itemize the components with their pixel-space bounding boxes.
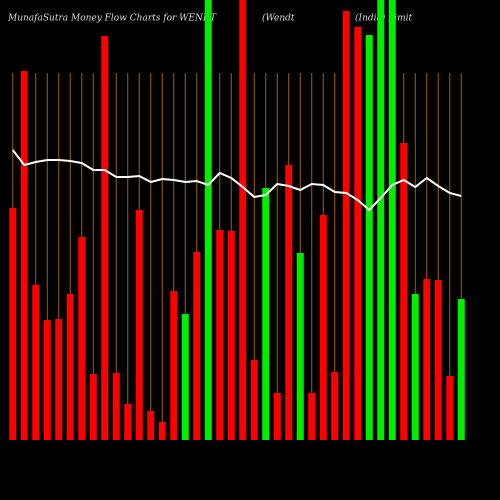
- bar: [342, 11, 350, 440]
- bar: [55, 319, 63, 440]
- bar: [434, 280, 442, 440]
- bar: [423, 279, 431, 440]
- chart-title: MunafaSutra Money Flow Charts for WENDT: [7, 14, 217, 24]
- bar: [112, 373, 120, 440]
- bar: [285, 165, 293, 440]
- bar: [78, 237, 86, 440]
- bar: [308, 393, 316, 440]
- bar: [365, 35, 373, 440]
- bar: [158, 422, 166, 440]
- bar: [411, 294, 419, 440]
- bar: [216, 230, 224, 440]
- bar: [32, 285, 40, 440]
- bar: [66, 294, 74, 440]
- bar: [262, 188, 270, 440]
- bar: [296, 253, 304, 440]
- bar: [101, 36, 109, 440]
- bar: [331, 372, 339, 440]
- bar: [170, 291, 178, 440]
- bar: [135, 210, 143, 440]
- bar: [204, 0, 212, 440]
- bar: [388, 0, 396, 440]
- price-line: [11, 149, 462, 212]
- bar: [250, 360, 258, 440]
- bar: [377, 0, 385, 440]
- bar: [354, 27, 362, 440]
- bar: [457, 299, 465, 440]
- bar: [147, 411, 155, 440]
- bar: [319, 215, 327, 440]
- bar: [89, 374, 97, 440]
- bar: [193, 252, 201, 440]
- bar: [124, 404, 132, 440]
- bar: [181, 314, 189, 440]
- bar: [446, 376, 454, 440]
- bar: [273, 393, 281, 440]
- chart-subtitle: (Wendt: [262, 13, 295, 24]
- bar: [400, 143, 408, 440]
- bar: [43, 320, 51, 440]
- bar: [239, 0, 247, 440]
- bar: [9, 208, 17, 440]
- bar: [227, 231, 235, 440]
- bar: [20, 71, 28, 440]
